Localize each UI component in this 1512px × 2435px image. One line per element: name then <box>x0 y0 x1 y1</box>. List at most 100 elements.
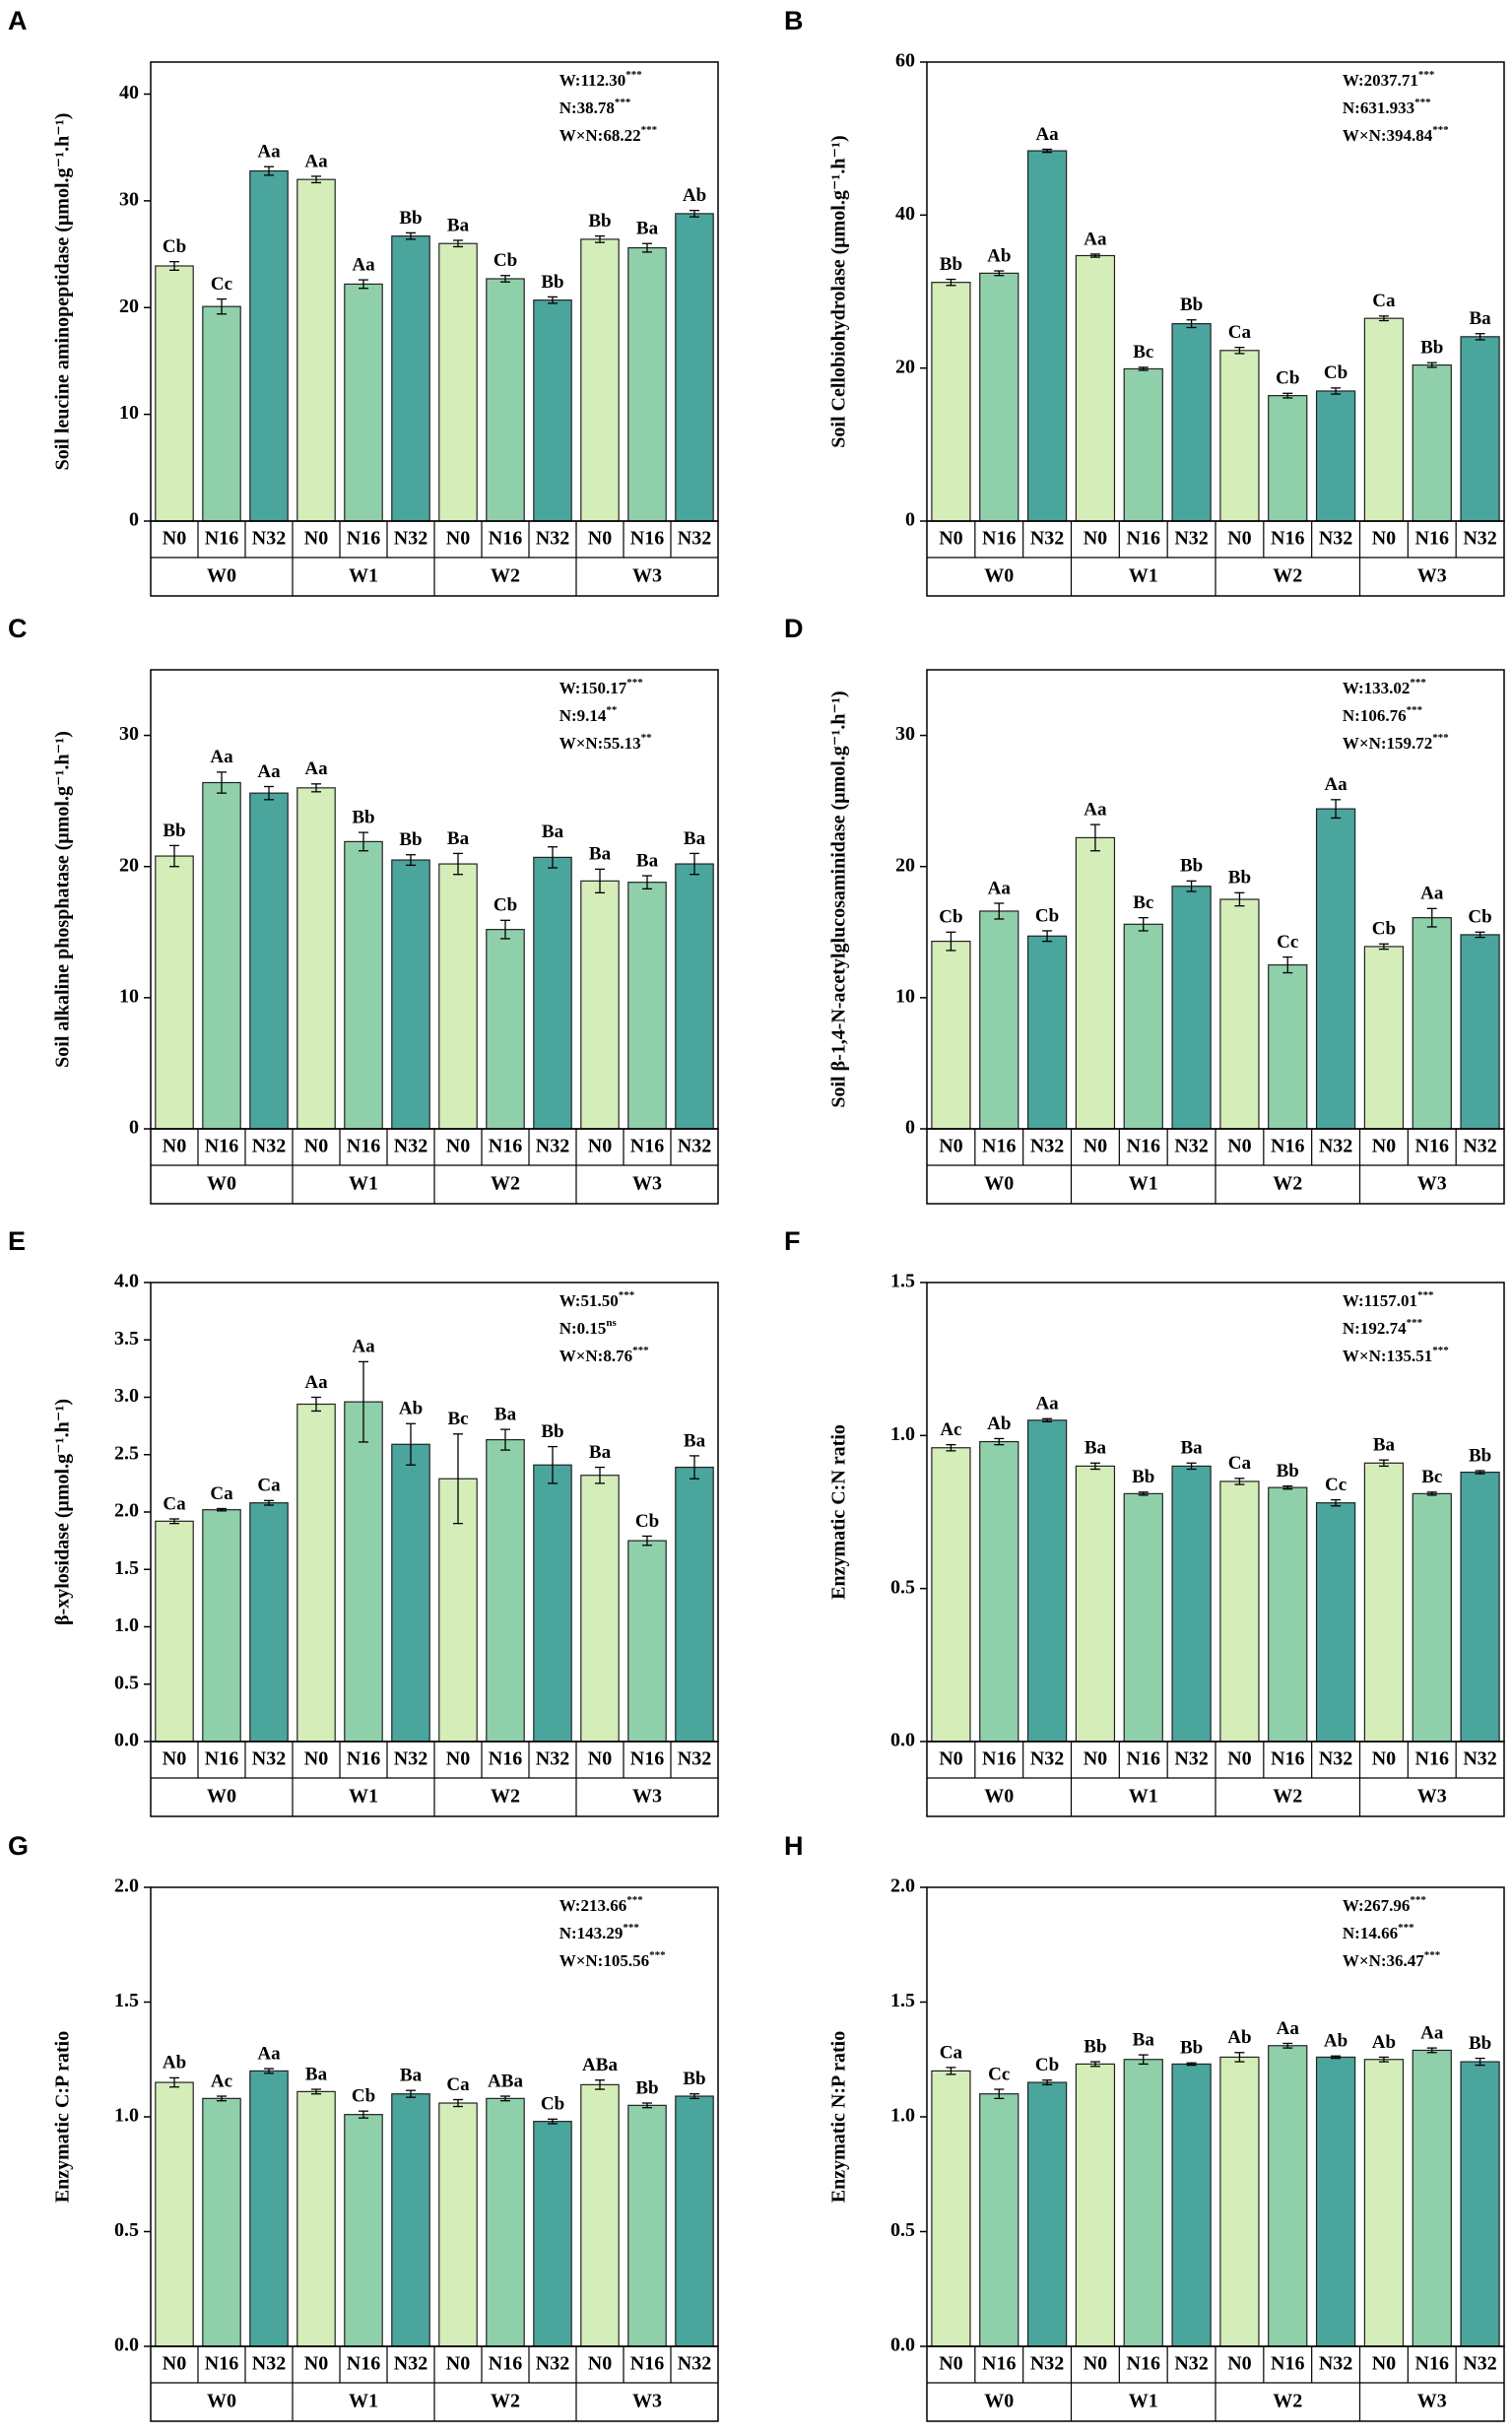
panel-label: E <box>8 1226 26 1256</box>
group-label: W1 <box>349 2391 378 2412</box>
y-tick-label: 1.5 <box>890 1990 915 2011</box>
significance-label: Ab <box>163 2053 186 2073</box>
x-tick-label: N0 <box>1227 528 1251 550</box>
significance-label: Ab <box>683 185 706 206</box>
bar <box>1219 2056 1260 2347</box>
stat-significance: *** <box>632 1345 649 1356</box>
bar <box>202 305 241 522</box>
group-label: W2 <box>1273 565 1302 587</box>
significance-label: Cb <box>635 1511 659 1532</box>
panel-label: G <box>8 1831 29 1861</box>
significance-label: Bb <box>1228 868 1251 888</box>
group-label: W2 <box>491 1173 520 1195</box>
x-tick-label: N0 <box>304 528 328 550</box>
stat-value: W×N:68.22 <box>559 126 641 145</box>
significance-label: Ba <box>636 850 659 871</box>
x-tick-label: N32 <box>536 2353 569 2375</box>
x-tick-label: N32 <box>394 1136 427 1157</box>
significance-label: Bb <box>541 1421 563 1442</box>
bar <box>675 1466 714 1743</box>
group-label: W3 <box>1417 565 1447 587</box>
bar <box>1123 923 1163 1130</box>
bar <box>675 2095 714 2347</box>
bar <box>1363 946 1405 1130</box>
x-tick-label: N0 <box>939 528 962 550</box>
y-tick-label: 0.5 <box>890 1576 915 1598</box>
stat-text: N:106.76*** <box>1343 704 1423 725</box>
x-tick-label: N0 <box>304 1136 328 1157</box>
y-tick-label: 0 <box>129 1117 139 1139</box>
x-tick-label: N32 <box>394 1748 427 1770</box>
significance-label: Cb <box>352 2086 375 2107</box>
bar <box>627 882 667 1130</box>
significance-label: Ab <box>987 245 1011 266</box>
bar <box>1075 1465 1116 1743</box>
significance-label: Cb <box>1324 362 1348 383</box>
bar <box>1363 317 1405 522</box>
x-tick-label: N16 <box>347 528 380 550</box>
significance-label: Ab <box>987 1414 1011 1434</box>
group-label: W1 <box>349 1786 378 1808</box>
bar <box>533 2121 572 2347</box>
y-axis-label: Soil β-1,4-N-acetylglucosaminidase (μmol… <box>828 691 850 1107</box>
bar <box>533 856 572 1130</box>
x-tick-label: N16 <box>489 528 522 550</box>
significance-label: Cb <box>1468 907 1491 928</box>
stat-significance: *** <box>641 124 658 136</box>
stat-value: W:2037.71 <box>1343 71 1418 90</box>
significance-label: Ba <box>589 844 612 865</box>
significance-label: Bb <box>683 2069 705 2089</box>
x-tick-label: N32 <box>1174 528 1208 550</box>
stat-text: N:0.15ns <box>559 1317 618 1338</box>
stat-text: W×N:394.84*** <box>1343 124 1449 145</box>
x-tick-label: N32 <box>252 1136 286 1157</box>
y-tick-label: 1.0 <box>114 2105 139 2127</box>
stat-value: W:150.17 <box>559 679 627 697</box>
x-tick-label: N16 <box>1271 528 1304 550</box>
group-label: W3 <box>632 565 662 587</box>
significance-label: Bb <box>1132 1467 1154 1487</box>
x-tick-label: N0 <box>1372 528 1396 550</box>
bar <box>438 863 478 1130</box>
bar <box>1460 336 1500 522</box>
panel-label: F <box>784 1226 801 1256</box>
stat-text: N:9.14** <box>559 704 618 725</box>
y-axis-label: Enzymatic C:N ratio <box>828 1424 850 1600</box>
stat-value: N:14.66 <box>1343 1924 1398 1942</box>
x-tick-label: N32 <box>252 2353 286 2375</box>
significance-label: Bc <box>447 1409 468 1429</box>
x-tick-label: N0 <box>1084 2353 1107 2375</box>
bar <box>296 2090 336 2347</box>
bar <box>391 2093 430 2347</box>
significance-label: Ac <box>211 2071 232 2091</box>
x-tick-label: N0 <box>446 528 470 550</box>
x-table-frame <box>150 1741 719 1817</box>
y-tick-label: 0.0 <box>114 1730 139 1751</box>
significance-label: Ba <box>684 828 706 849</box>
stat-text: W:267.96*** <box>1343 1894 1426 1915</box>
stat-significance: *** <box>623 1922 639 1934</box>
significance-label: Ba <box>494 1404 517 1424</box>
panel: F Enzymatic C:N ratio 0.0 0.5 1.0 1.5 Ac N0 Ab N1… <box>784 1226 1505 1817</box>
x-tick-label: N0 <box>588 1748 612 1770</box>
group-label: W0 <box>984 1786 1014 1808</box>
significance-label: Cc <box>1325 1475 1347 1495</box>
significance-label: Bb <box>635 2077 658 2098</box>
y-tick-label: 1.0 <box>114 1614 139 1636</box>
bar <box>1026 1419 1068 1743</box>
bar <box>1026 2081 1068 2347</box>
significance-label: Ca <box>210 1483 233 1504</box>
stat-significance: *** <box>1407 1317 1423 1329</box>
bar <box>391 859 430 1130</box>
significance-label: Bb <box>1277 1461 1299 1481</box>
significance-label: Aa <box>988 878 1012 898</box>
significance-label: Bb <box>1180 856 1203 877</box>
y-tick-label: 1.0 <box>890 1423 915 1445</box>
x-table-frame <box>150 1128 719 1205</box>
x-tick-label: N32 <box>1319 1136 1352 1157</box>
stat-value: N:106.76 <box>1343 706 1407 725</box>
significance-label: Bb <box>352 807 374 827</box>
group-label: W1 <box>1129 2391 1158 2412</box>
x-tick-label: N32 <box>1030 528 1064 550</box>
y-tick-label: 0 <box>129 509 139 531</box>
